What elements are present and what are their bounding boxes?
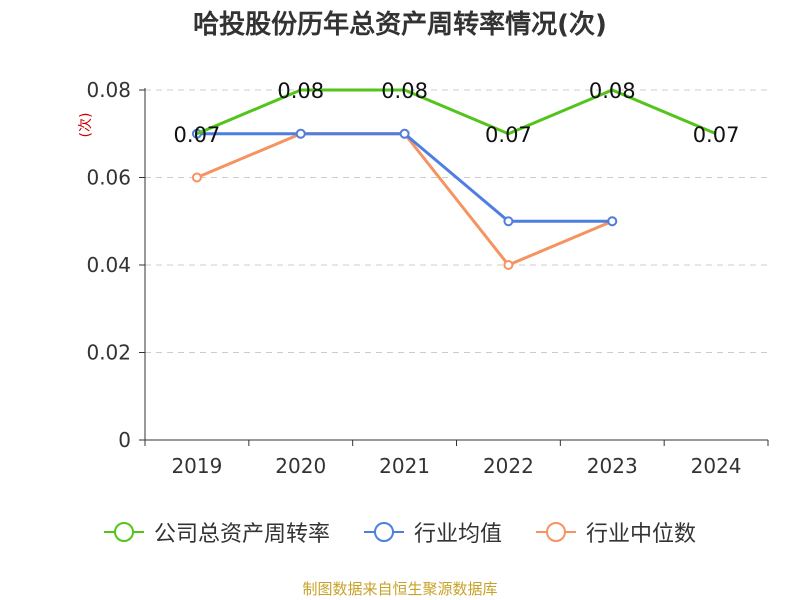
y-axis-label: (次)	[78, 113, 94, 138]
legend-marker-industry-median	[536, 522, 576, 542]
x-tick-label: 2021	[379, 454, 430, 478]
data-labels: 0.07 0.08 0.08 0.07 0.08 0.07	[174, 79, 740, 147]
x-tick-label: 2020	[275, 454, 326, 478]
legend-item-industry-median[interactable]: 行业中位数	[536, 516, 696, 548]
legend-marker-industry-mean	[363, 522, 404, 542]
series-point-2	[191, 172, 202, 183]
series-point-1	[399, 128, 410, 139]
data-label: 0.07	[485, 123, 532, 147]
legend: 公司总资产周转率 行业均值 行业中位数	[0, 516, 800, 548]
series-point-1	[503, 216, 514, 227]
y-tick-label: 0	[118, 428, 131, 452]
data-label: 0.08	[589, 79, 636, 103]
series-line-0	[196, 88, 717, 136]
series-point-1	[607, 216, 618, 227]
axes: 0 0.02 0.04 0.06 0.08 2019 2020 2021 2022 2023 202…	[86, 78, 769, 478]
y-tick-label: 0.06	[86, 166, 131, 190]
x-tick-label: 2023	[587, 454, 638, 478]
legend-marker-company	[103, 522, 144, 542]
chart-title: 哈投股份历年总资产周转率情况(次)	[193, 10, 607, 40]
x-tick-label: 2022	[483, 454, 534, 478]
grid-lines	[145, 89, 768, 353]
series-point-1	[295, 128, 306, 139]
series-point-2	[503, 260, 514, 270]
source-note: 制图数据来自恒生聚源数据库	[302, 580, 498, 598]
legend-item-company[interactable]: 公司总资产周转率	[103, 516, 330, 548]
data-label: 0.08	[277, 79, 324, 103]
data-label: 0.07	[174, 123, 221, 147]
legend-item-industry-mean[interactable]: 行业均值	[363, 516, 502, 548]
legend-label-industry-median: 行业中位数	[586, 522, 697, 547]
y-tick-label: 0.04	[86, 253, 131, 277]
legend-label-company: 公司总资产周转率	[153, 522, 330, 547]
data-label: 0.08	[381, 79, 428, 103]
y-tick-label: 0.08	[86, 78, 131, 102]
series-line-2	[196, 132, 613, 267]
x-tick-label: 2024	[691, 454, 742, 478]
series-lines	[191, 88, 717, 270]
y-tick-label: 0.02	[86, 341, 131, 365]
x-tick-label: 2019	[171, 454, 222, 478]
legend-label-industry-mean: 行业均值	[413, 522, 502, 547]
data-label: 0.07	[693, 123, 740, 147]
